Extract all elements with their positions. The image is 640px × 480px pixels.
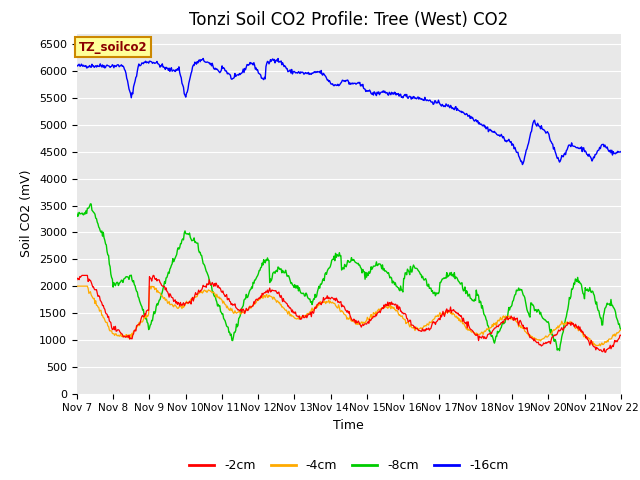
Text: TZ_soilco2: TZ_soilco2 <box>79 41 147 54</box>
Y-axis label: Soil CO2 (mV): Soil CO2 (mV) <box>20 170 33 257</box>
Legend: -2cm, -4cm, -8cm, -16cm: -2cm, -4cm, -8cm, -16cm <box>184 455 513 477</box>
Title: Tonzi Soil CO2 Profile: Tree (West) CO2: Tonzi Soil CO2 Profile: Tree (West) CO2 <box>189 11 508 29</box>
X-axis label: Time: Time <box>333 419 364 432</box>
